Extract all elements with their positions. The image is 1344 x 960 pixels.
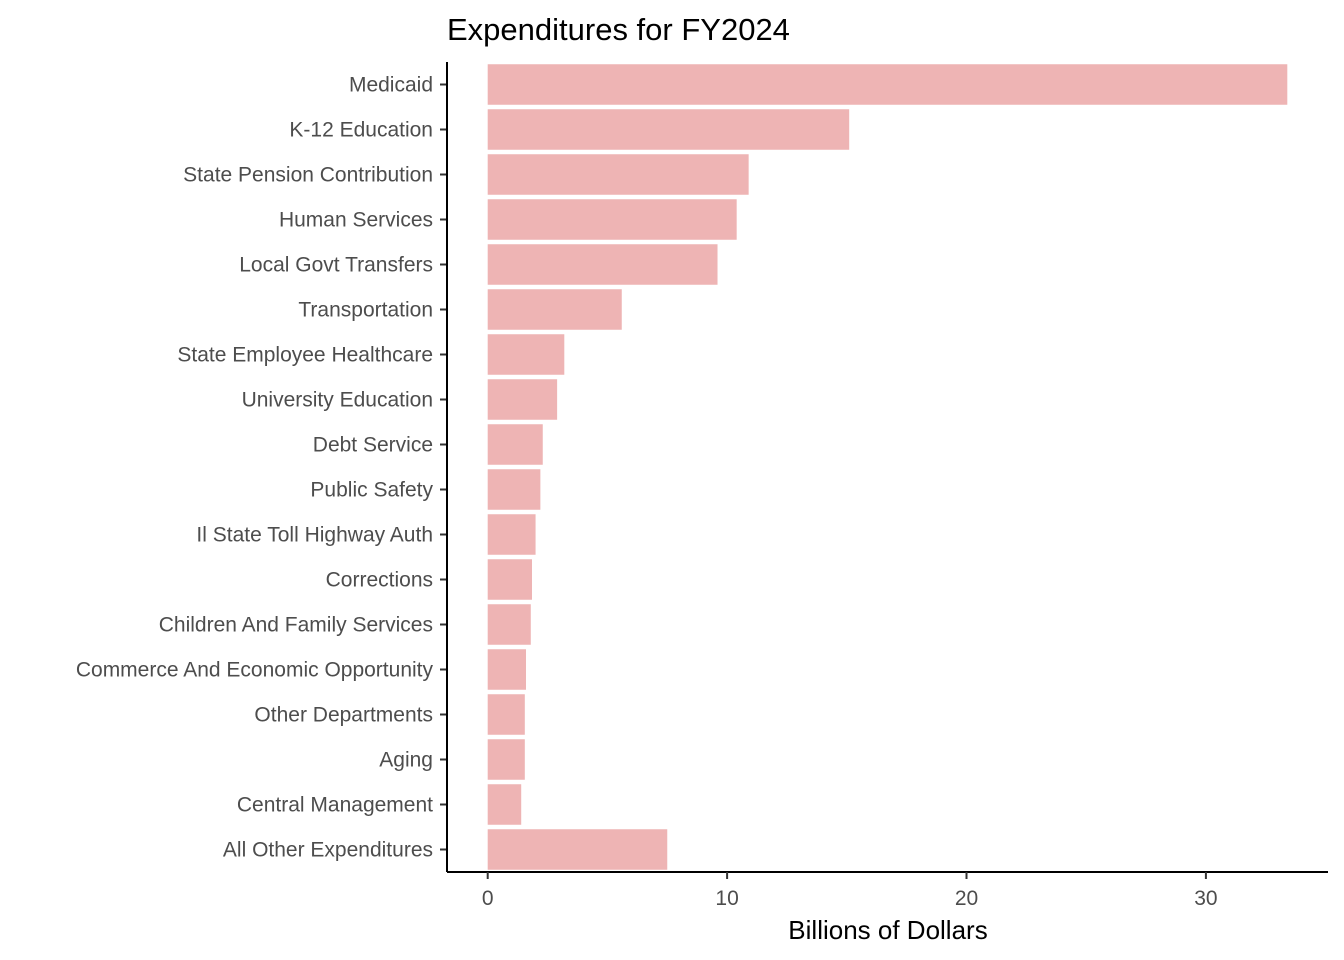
bar (487, 244, 718, 285)
chart-title: Expenditures for FY2024 (447, 12, 790, 47)
bar (487, 64, 1288, 105)
bar (487, 649, 527, 690)
y-tick-label: Commerce And Economic Opportunity (76, 659, 434, 682)
y-tick-label: Debt Service (313, 434, 433, 457)
bar (487, 199, 737, 240)
bar (487, 289, 622, 330)
bar (487, 559, 532, 600)
bar (487, 109, 850, 150)
y-tick-label: Transportation (298, 299, 433, 322)
bar (487, 829, 668, 870)
bar (487, 694, 525, 735)
bar (487, 604, 531, 645)
bars-layer (487, 64, 1288, 870)
x-tick-label: 20 (955, 887, 978, 910)
y-tick-label: Public Safety (310, 479, 433, 502)
y-tick-label: Aging (379, 749, 433, 772)
y-tick-label: Medicaid (349, 74, 433, 97)
bar (487, 424, 543, 465)
bar (487, 154, 749, 195)
bar (487, 334, 565, 375)
y-tick-label: Central Management (237, 794, 433, 817)
y-tick-label: Il State Toll Highway Auth (196, 524, 433, 547)
x-tick-label: 10 (715, 887, 738, 910)
y-tick-label: State Employee Healthcare (177, 344, 433, 367)
y-tick-label: Local Govt Transfers (239, 254, 433, 277)
bar (487, 514, 536, 555)
bar (487, 739, 525, 780)
x-tick-label: 0 (482, 887, 494, 910)
y-tick-label: K-12 Education (289, 119, 433, 142)
y-tick-label: Human Services (279, 209, 433, 232)
y-axis: Medicaid K-12 Education State Pension Cont… (76, 62, 448, 872)
y-tick-label: Children And Family Services (159, 614, 433, 637)
y-tick-label: University Education (242, 389, 433, 412)
bar (487, 379, 558, 420)
y-tick-label: Other Departments (254, 704, 433, 727)
x-axis: 0 10 20 30 (447, 871, 1328, 910)
bar (487, 469, 541, 510)
y-tick-label: All Other Expenditures (223, 839, 433, 862)
y-tick-label: State Pension Contribution (183, 164, 433, 187)
x-tick-label: 30 (1194, 887, 1217, 910)
y-tick-label: Corrections (326, 569, 433, 592)
bar (487, 784, 522, 825)
x-axis-title: Billions of Dollars (788, 915, 987, 945)
